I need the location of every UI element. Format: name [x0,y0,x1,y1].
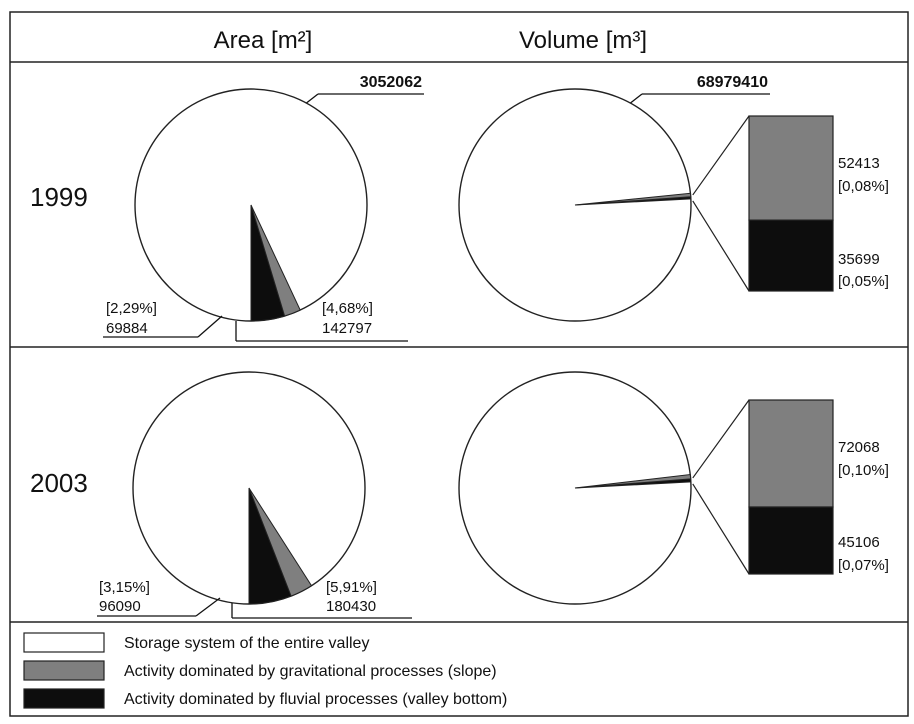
slope-area-pct-1999: [2,29%] [106,300,157,317]
area-total-1999: 3052062 [360,74,422,91]
table-frame [9,11,909,717]
fluvial-volume-pct-1999: [0,05%] [838,273,889,290]
fluvial-volume-pct-2003: [0,07%] [838,557,889,574]
fluvial-area-value-2003: 180430 [326,598,376,615]
stack-connector-bottom-1999 [692,200,750,292]
stack-connector-top-1999 [692,115,750,196]
legend-label-slope: Activity dominated by gravitational proc… [124,663,497,680]
slope-area-value-2003: 96090 [99,598,141,615]
slope-area-pct-2003: [3,15%] [99,579,150,596]
legend-swatch-storage [23,632,105,653]
slope-area-value-1999: 69884 [106,320,148,337]
fluvial-volume-value-1999: 35699 [838,251,880,268]
area-column-header: Area [m²] [214,27,313,54]
pie-charts [132,88,692,605]
stack-bar-fluvial-volume-1999 [748,219,834,292]
pie-slice-slope-area-2003 [248,487,313,597]
volume-column-header: Volume [m³] [519,27,647,54]
pie-slice-slope-area-1999 [250,204,301,317]
pie-slice-slope-volume-1999 [574,192,692,206]
fluvial-area-value-1999: 142797 [322,320,372,337]
bar-of-pie-stacks [692,115,834,575]
pie-slice-slope-volume-2003 [574,473,692,489]
fluvial-area-pct-2003: [5,91%] [326,579,377,596]
stack-bar-fluvial-volume-2003 [748,506,834,575]
slope-volume-value-2003: 72068 [838,439,880,456]
year-label-2003: 2003 [30,468,88,498]
area-leaders-1999 [103,315,408,342]
slope-volume-pct-2003: [0,10%] [838,462,889,479]
stack-connector-bottom-2003 [692,483,750,575]
legend: Storage system of the entire valley Acti… [23,632,507,709]
fluvial-area-pct-1999: [4,68%] [322,300,373,317]
legend-swatch-fluvial [23,688,105,709]
legend-swatch-slope [23,660,105,681]
area-leaders-2003 [97,597,412,619]
stack-bar-slope-volume-1999 [748,115,834,221]
slope-volume-value-1999: 52413 [838,155,880,172]
legend-label-fluvial: Activity dominated by fluvial processes … [124,691,507,708]
stack-connector-top-2003 [692,399,750,479]
fluvial-volume-value-2003: 45106 [838,534,880,551]
slope-volume-pct-1999: [0,08%] [838,178,889,195]
year-label-1999: 1999 [30,182,88,212]
volume-total-1999: 68979410 [697,74,768,91]
legend-label-storage: Storage system of the entire valley [124,635,369,652]
stack-bar-slope-volume-2003 [748,399,834,508]
